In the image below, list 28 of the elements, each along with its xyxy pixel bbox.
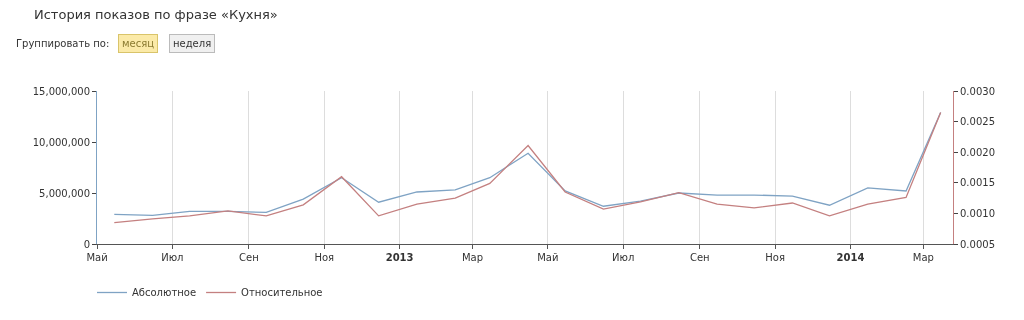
x-tick-label: 2014 <box>836 252 865 263</box>
y-tick-label: 0 <box>83 238 90 250</box>
chart-title: История показов по фразе «Кухня» <box>34 7 278 23</box>
y2-tick-label: 0.0020 <box>960 146 995 158</box>
y-tick-label: 10,000,000 <box>32 136 90 148</box>
x-tick-label: Июл <box>161 252 184 263</box>
x-tick-label: Май <box>537 252 559 263</box>
x-tick-label: Ноя <box>765 252 785 263</box>
y2-tick-label: 0.0005 <box>960 238 995 250</box>
text: неделя <box>173 38 212 49</box>
legend-label: Абсолютное <box>132 287 197 299</box>
x-tick-label: Июл <box>612 252 635 263</box>
text: Группировать по: <box>16 38 110 49</box>
text: месяц <box>122 38 155 49</box>
x-tick-label: Май <box>86 252 108 263</box>
x-tick-label: Мар <box>461 252 484 263</box>
x-tick-label: Сен <box>689 252 710 263</box>
y2-tick-label: 0.0010 <box>960 207 995 219</box>
legend-label: Относительное <box>241 287 323 299</box>
x-tick-label: Сен <box>239 252 259 263</box>
x-tick-label: Мар <box>912 252 934 263</box>
y2-tick-label: 0.0030 <box>960 85 995 97</box>
x-tick-label: 2013 <box>385 252 414 263</box>
y-tick-label: 15,000,000 <box>32 85 90 97</box>
y2-tick-label: 0.0015 <box>960 177 995 189</box>
x-tick-label: Ноя <box>314 252 335 263</box>
y2-tick-label: 0.0025 <box>960 116 995 128</box>
y-tick-label: 5,000,000 <box>39 187 90 199</box>
